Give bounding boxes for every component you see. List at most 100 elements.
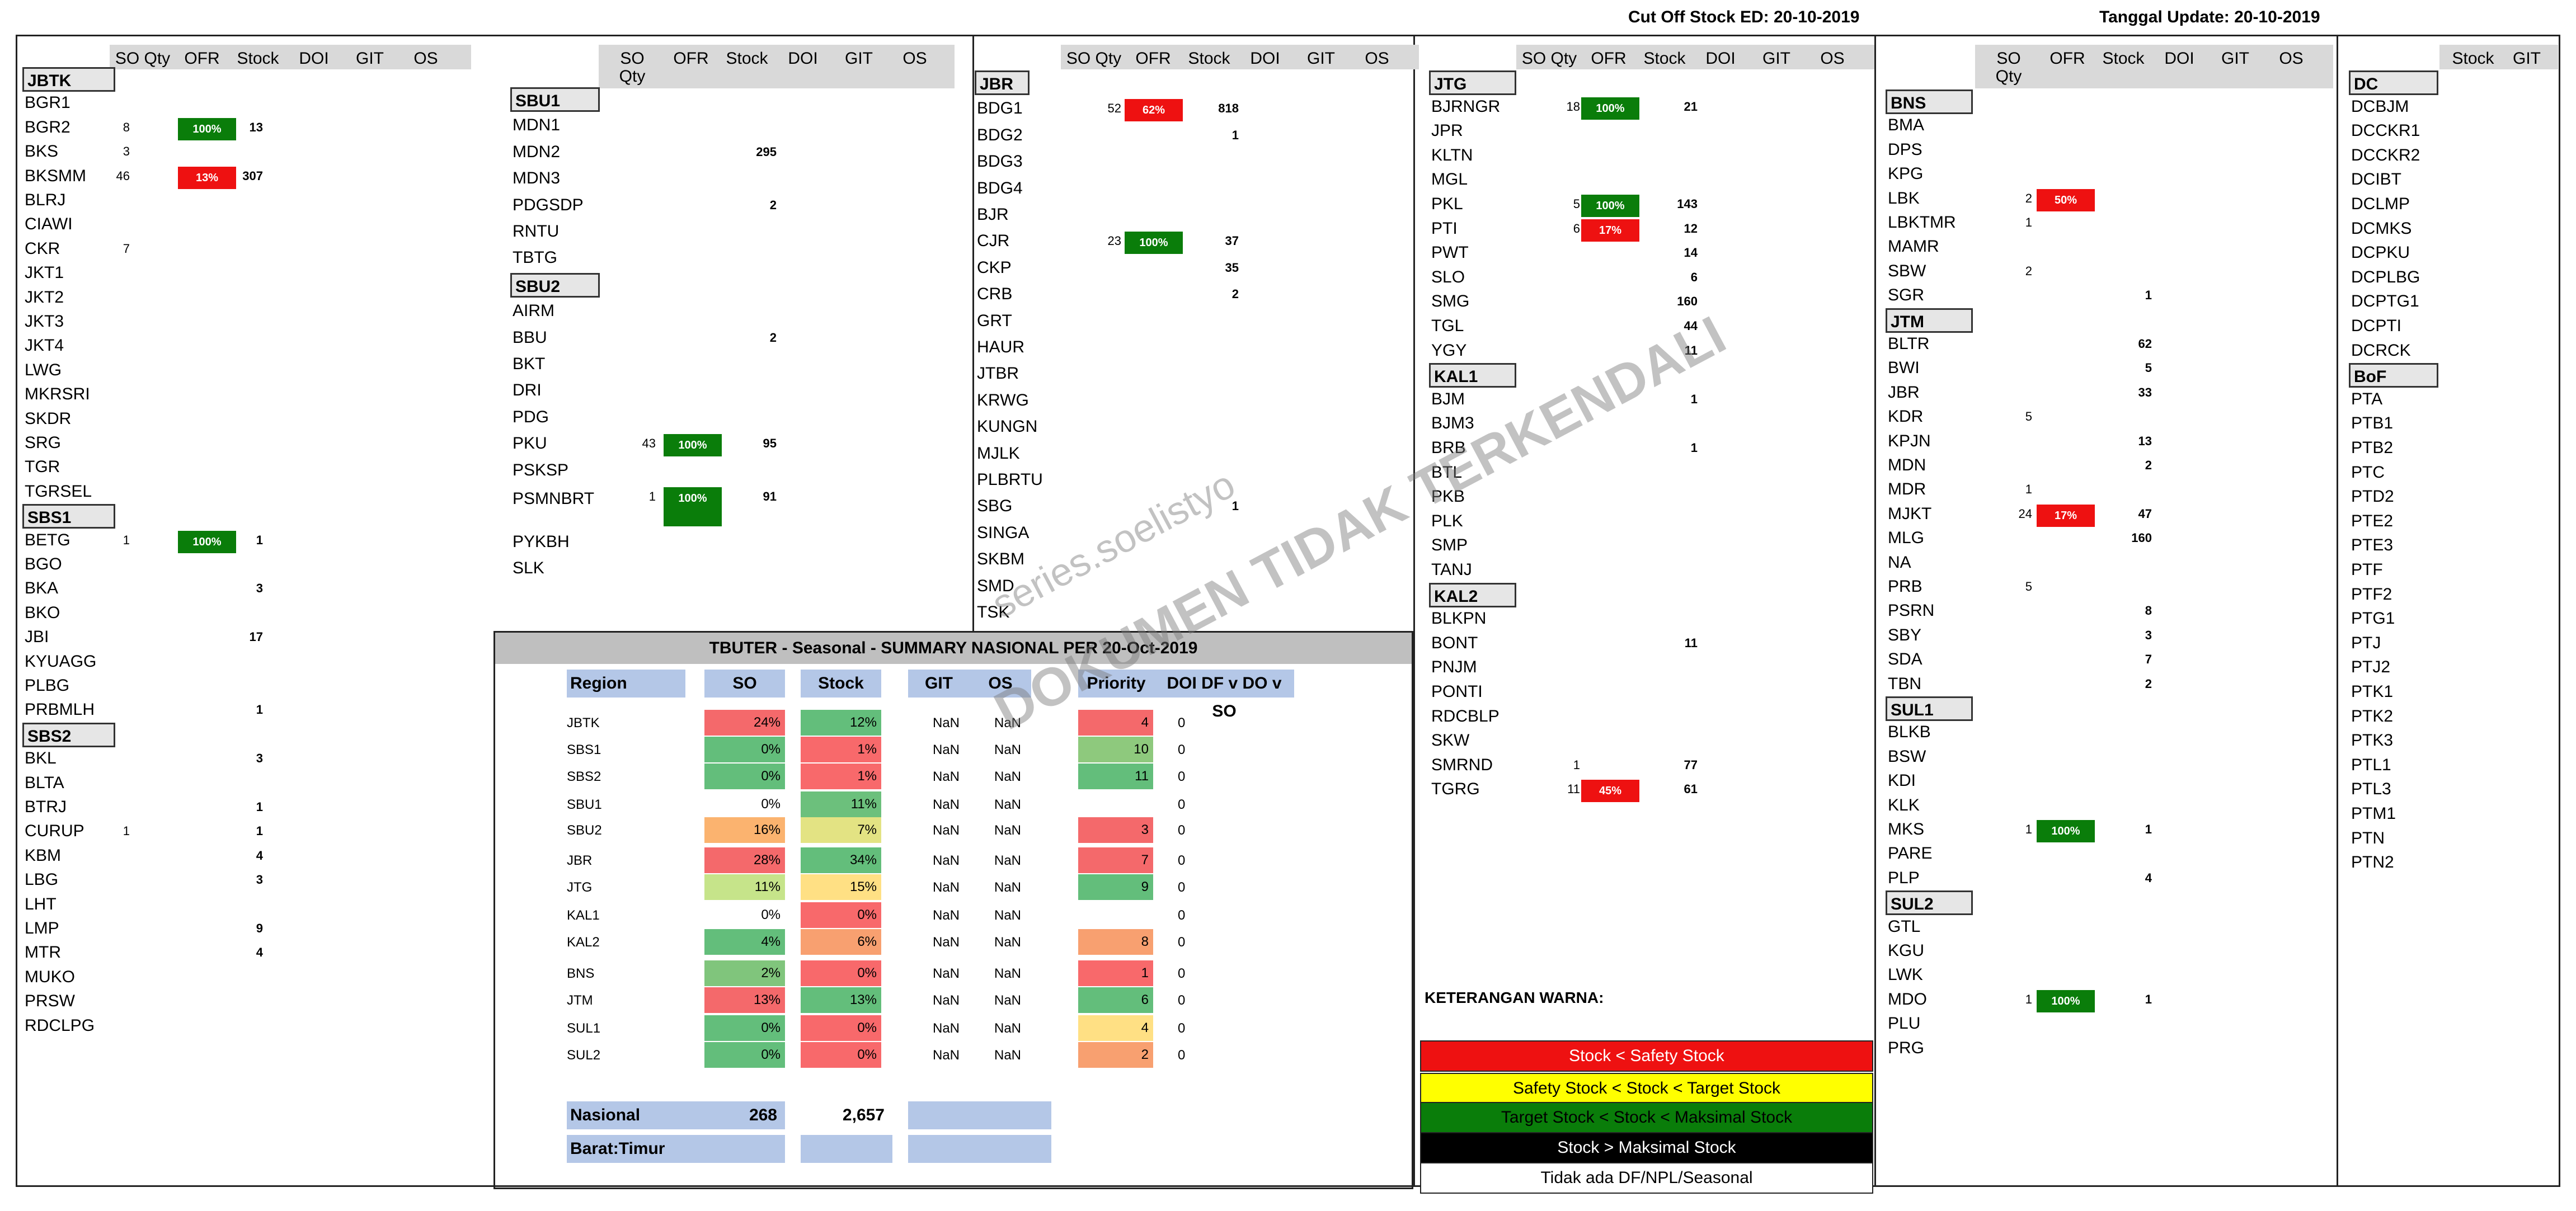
so-qty: 1	[1573, 757, 1580, 772]
group-label: JTG	[1429, 70, 1516, 95]
row-code: DCIBT	[2351, 170, 2401, 189]
row-code: BDG4	[977, 178, 1023, 197]
row-code: PSRN	[1888, 601, 1935, 620]
row-code: SLO	[1431, 267, 1465, 286]
row-code: PDGSDP	[513, 195, 584, 214]
row-code: BKS	[25, 142, 59, 161]
row-code: BLRJ	[25, 191, 66, 209]
summary-region: SBU1	[567, 797, 602, 812]
so-qty: 1	[123, 533, 130, 547]
row-code: RDCLPG	[25, 1016, 95, 1035]
header-so: SO	[704, 670, 785, 698]
row-code: BLTA	[25, 773, 64, 792]
summary-region: KAL1	[567, 908, 600, 923]
row-code: GRT	[977, 311, 1012, 330]
column-header-bar: SO Qty OFR Stock DOI GIT OS	[1975, 45, 2333, 88]
row-code: BKO	[25, 603, 60, 622]
row-code: CIAWI	[25, 215, 73, 234]
group-label: KAL2	[1429, 582, 1516, 607]
row-code: PWT	[1431, 243, 1469, 262]
row-code: BETG	[25, 530, 70, 549]
stock-value: 307	[242, 168, 263, 183]
row-code: PLBRTU	[977, 470, 1043, 489]
header-git: GIT	[2221, 49, 2249, 68]
group-label: SBS1	[22, 504, 115, 529]
row-code: BMA	[1888, 116, 1925, 135]
summary-git: NaN	[932, 742, 960, 757]
group-label: SBU2	[510, 272, 600, 298]
summary-doi: 0	[1178, 966, 1186, 981]
header-git: GIT	[1762, 49, 1790, 68]
row-code: DCBJM	[2351, 97, 2409, 116]
row-code: DCPKU	[2351, 243, 2410, 262]
row-code: CRB	[977, 285, 1013, 304]
ofr-badge: 100%	[664, 487, 722, 526]
so-qty: 11	[1567, 782, 1580, 797]
row-code: PARE	[1888, 844, 1933, 863]
row-code: PSMNBRT	[513, 489, 595, 508]
row-code: PTM1	[2351, 804, 2396, 823]
stock-value: 9	[256, 921, 263, 935]
so-qty: 3	[123, 144, 130, 159]
cutoff-label: Cut Off Stock ED: 20-10-2019	[1628, 8, 1860, 26]
stock-value: 1	[2145, 822, 2152, 836]
stock-value: 1	[1690, 392, 1698, 406]
barat-timur-git-block	[908, 1135, 1051, 1163]
row-code: BDG1	[977, 99, 1023, 118]
row-code: PTF2	[2351, 585, 2392, 604]
summary-so: 2%	[704, 960, 785, 986]
summary-git: NaN	[932, 769, 960, 784]
group-label: SUL2	[1886, 890, 1973, 916]
stock-value: 3	[2145, 628, 2152, 642]
so-qty: 5	[1573, 197, 1580, 211]
summary-region: SUL1	[567, 1021, 601, 1036]
stock-value: 7	[2145, 652, 2152, 667]
barat-timur-stock	[801, 1135, 892, 1163]
header-os: OS	[970, 670, 1031, 698]
header-so: SO	[1996, 49, 2021, 68]
stock-value: 1	[256, 533, 263, 547]
row-code: DCPTI	[2351, 317, 2401, 335]
row-code: DCLMP	[2351, 195, 2410, 213]
summary-stock: 0%	[801, 902, 881, 928]
header-doi: DOI	[1705, 49, 1736, 68]
row-code: KLK	[1888, 795, 1920, 814]
summary-so: 24%	[704, 710, 785, 736]
so-qty: 1	[2025, 992, 2032, 1006]
so-qty: 1	[123, 824, 130, 838]
row-code: DCCKR1	[2351, 121, 2420, 140]
so-qty: 1	[648, 489, 656, 503]
header-git: GIT	[1307, 49, 1335, 68]
legend-item: Stock < Safety Stock	[1420, 1040, 1873, 1072]
summary-region: JBR	[567, 853, 593, 868]
summary-so: 28%	[704, 847, 785, 873]
row-code: PLBG	[25, 676, 70, 695]
header-so: SO	[620, 49, 645, 68]
summary-doi: 0	[1178, 715, 1186, 731]
summary-os: NaN	[994, 935, 1021, 950]
row-code: DCRCK	[2351, 341, 2411, 360]
row-code: GTL	[1888, 917, 1921, 936]
summary-so: 0%	[704, 764, 785, 789]
legend-item: Safety Stock < Stock < Target Stock	[1420, 1073, 1873, 1104]
stock-value: 1	[256, 800, 263, 814]
row-code: KRWG	[977, 390, 1029, 409]
stock-value: 5	[2145, 361, 2152, 375]
row-code: PTA	[2351, 389, 2383, 408]
so-qty: 5	[2025, 579, 2032, 593]
row-code: MDO	[1888, 989, 1927, 1009]
header-so-qty: SO Qty	[1066, 49, 1122, 68]
ofr-badge: 62%	[1125, 99, 1183, 122]
row-code: KPG	[1888, 164, 1924, 183]
summary-title: TBUTER - Seasonal - SUMMARY NASIONAL PER…	[495, 633, 1412, 664]
stock-value: 91	[763, 489, 777, 503]
stock-value: 2	[769, 330, 777, 345]
row-code: BBU	[513, 328, 547, 347]
summary-priority: 2	[1078, 1042, 1153, 1068]
row-code: JPR	[1431, 121, 1463, 140]
row-code: SMG	[1431, 292, 1470, 311]
summary-stock: 12%	[801, 710, 881, 736]
so-qty: 46	[116, 168, 130, 183]
row-code: BLKPN	[1431, 609, 1487, 628]
header-doi: DOI	[2164, 49, 2194, 68]
